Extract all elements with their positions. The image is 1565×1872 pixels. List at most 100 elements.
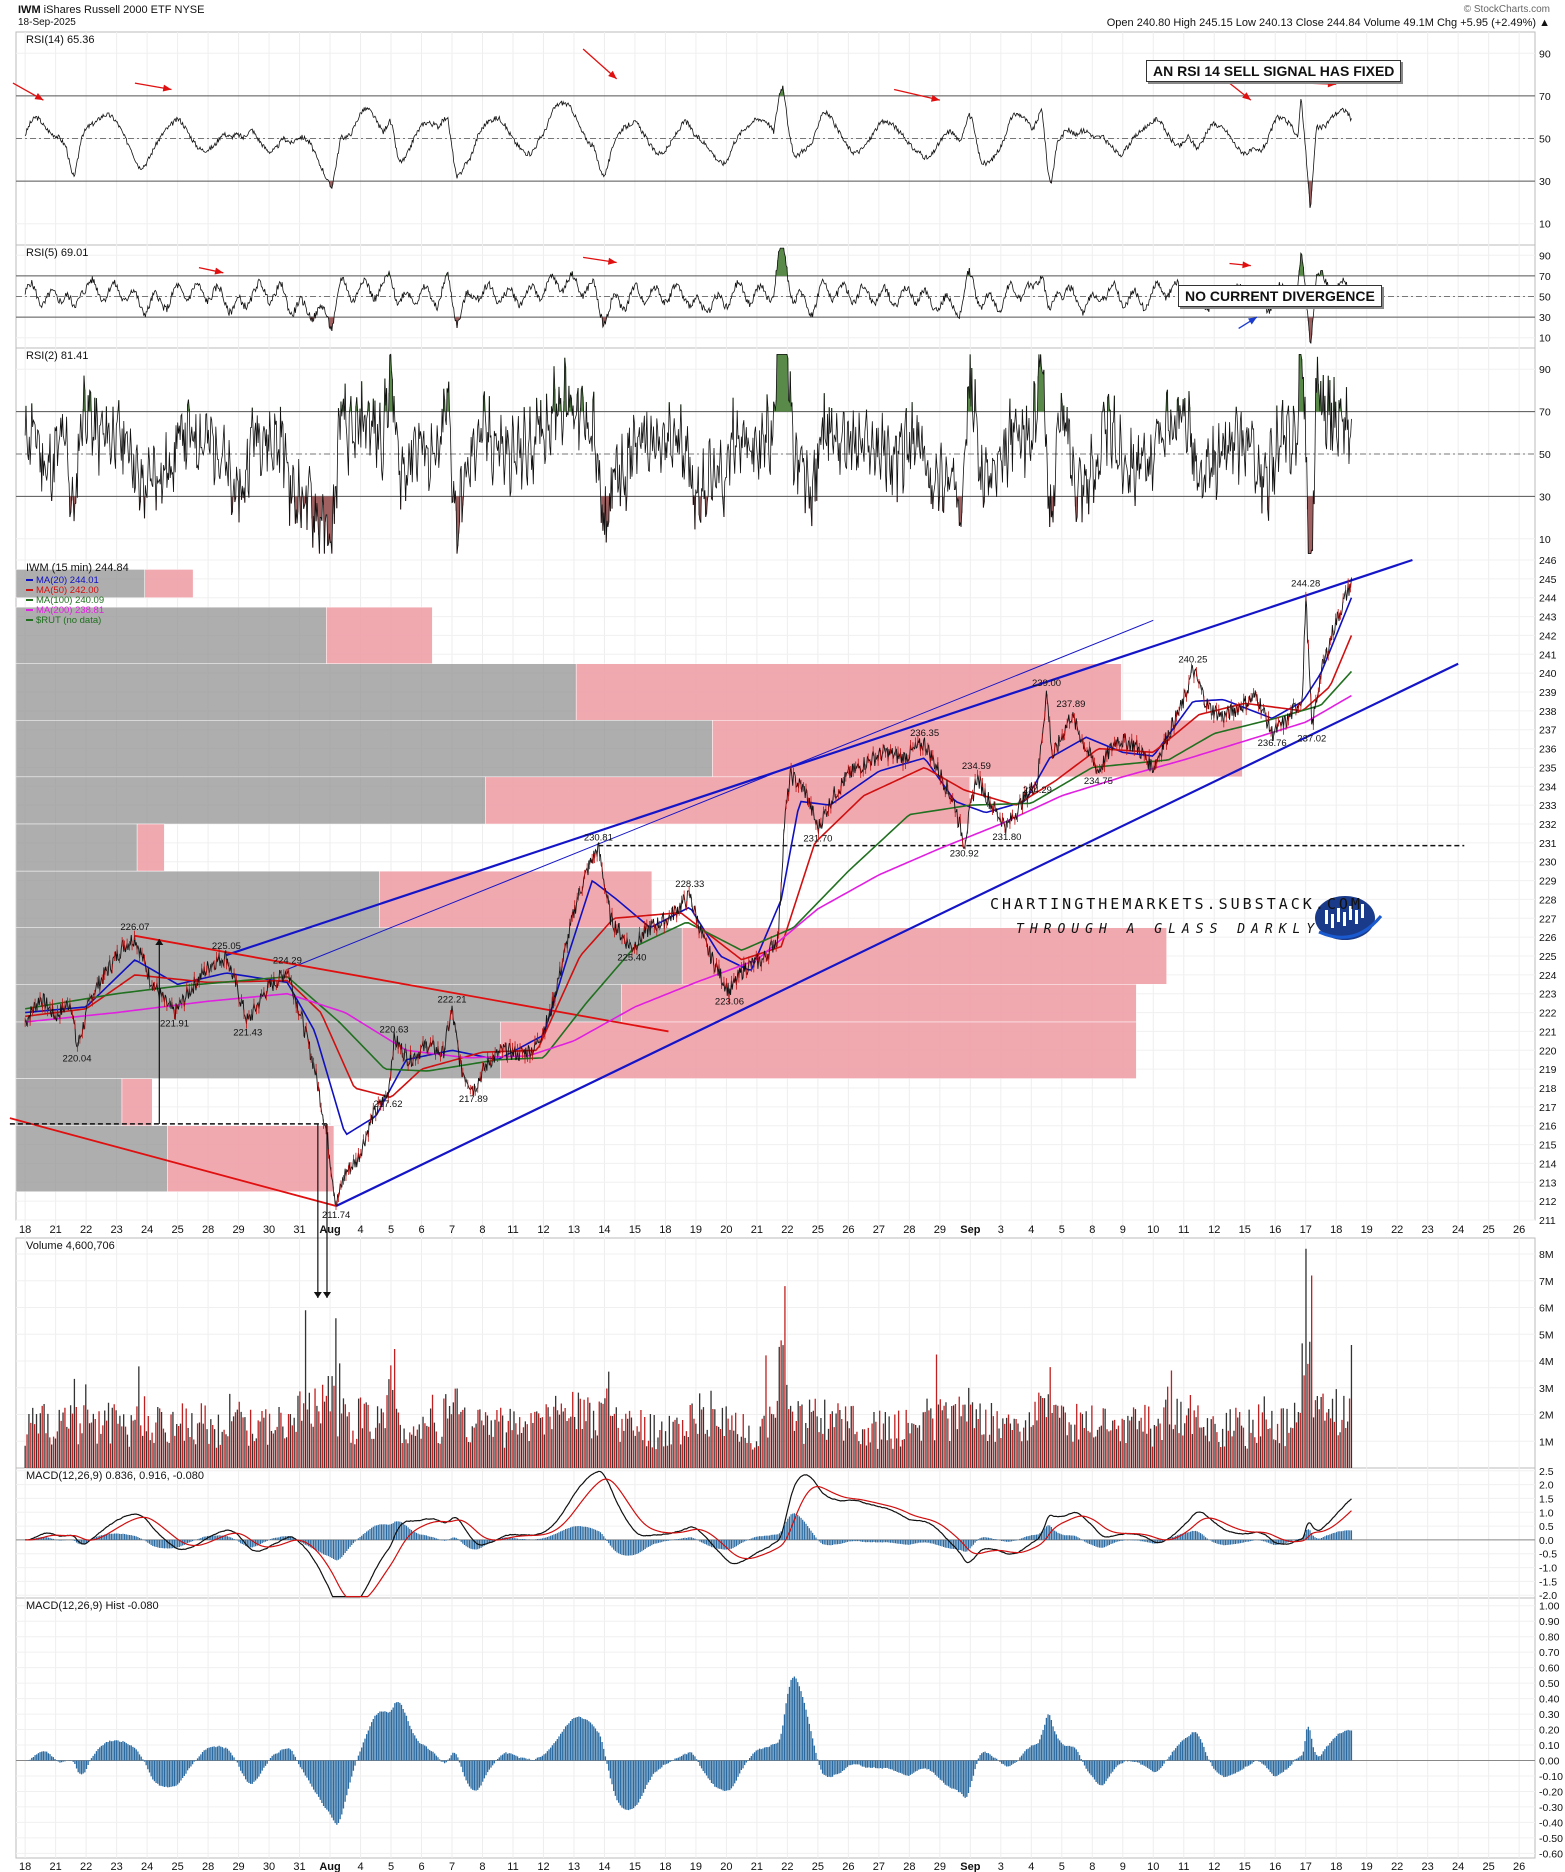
pivot-label: 222.21 [437, 995, 466, 1006]
volume-bars-red [26, 1275, 1351, 1468]
chart-logo-icon-bar [1325, 910, 1328, 924]
x-tick-label: 22 [1391, 1224, 1403, 1236]
y-tick-label: 90 [1539, 364, 1551, 376]
y-tick-label: 228 [1539, 894, 1557, 906]
y-tick-label: -0.60 [1539, 1848, 1563, 1860]
x-tick-label: 22 [781, 1861, 793, 1872]
y-tick-label: -0.30 [1539, 1802, 1563, 1814]
x-tick-label: 4 [1028, 1224, 1034, 1236]
x-tick-label: 26 [1513, 1861, 1525, 1872]
watermark-tagline: THROUGH A GLASS DARKLY [1016, 922, 1321, 937]
pivot-label: 221.91 [160, 1018, 189, 1029]
x-tick-label: 12 [1208, 1861, 1220, 1872]
macd-line [25, 1470, 1352, 1598]
panel-frame-macd_hist [15, 1597, 1536, 1859]
y-tick-label: 243 [1539, 612, 1557, 624]
x-tick-label: 22 [781, 1224, 793, 1236]
x-tick-label: 19 [1361, 1224, 1373, 1236]
x-tick-label: 31 [293, 1861, 305, 1872]
x-tick-label: Aug [319, 1861, 340, 1872]
x-tick-label: 3 [998, 1224, 1004, 1236]
x-tick-label: 6 [418, 1861, 424, 1872]
pivot-label: 236.76 [1258, 738, 1287, 749]
legend-entry: MA(20) 244.01 [36, 575, 99, 586]
rsi5-note: NO CURRENT DIVERGENCE [1178, 285, 1382, 307]
y-tick-label: 220 [1539, 1045, 1557, 1057]
y-tick-label: 225 [1539, 951, 1557, 963]
x-tick-label: 11 [1178, 1224, 1189, 1236]
x-tick-label: 28 [202, 1861, 214, 1872]
legend-entry: MA(50) 242.00 [36, 585, 99, 596]
y-tick-label: 216 [1539, 1121, 1557, 1133]
rsi-oversold-fill [309, 317, 1314, 344]
volume-profile-grey [15, 663, 577, 721]
x-tick-label: 29 [934, 1861, 946, 1872]
y-tick-label: 213 [1539, 1177, 1557, 1189]
target-arrow-down-1-head [313, 1292, 322, 1298]
x-tick-label: 8 [1089, 1224, 1095, 1236]
pivot-label: 221.43 [233, 1027, 262, 1038]
x-tick-label: 25 [1483, 1224, 1495, 1236]
y-tick-label: 221 [1539, 1026, 1557, 1038]
x-tick-label: 25 [1483, 1861, 1495, 1872]
y-tick-label: 1M [1539, 1436, 1554, 1448]
rsi-line-rsi5 [24, 247, 1352, 345]
chart-logo-swoosh [1318, 915, 1383, 939]
pivot-label: 217.89 [459, 1094, 488, 1105]
x-tick-label: 22 [80, 1224, 92, 1236]
watermark-url: CHARTINGTHEMARKETS.SUBSTACK.COM [990, 895, 1363, 913]
ticker-symbol: IWM [18, 4, 41, 16]
pivot-label: 234.29 [1023, 785, 1052, 796]
x-tick-label: 21 [50, 1224, 62, 1236]
x-tick-label: 25 [812, 1861, 824, 1872]
x-tick-label: 26 [842, 1224, 854, 1236]
y-tick-label: 234 [1539, 781, 1557, 793]
x-tick-label: 23 [110, 1224, 122, 1236]
x-tick-label: 30 [263, 1861, 275, 1872]
y-tick-label: 30 [1539, 176, 1551, 188]
ma-line-0 [25, 597, 1353, 1136]
y-tick-label: -0.10 [1539, 1771, 1563, 1783]
x-tick-label: 19 [1361, 1861, 1373, 1872]
rsi-oversold-fill [328, 181, 1313, 208]
pivot-label: 236.35 [910, 728, 939, 739]
x-tick-label: Sep [960, 1861, 980, 1872]
pivot-label: 237.89 [1056, 699, 1085, 710]
x-tick-label: 20 [720, 1861, 732, 1872]
volume-profile-pink [575, 663, 1122, 721]
volume-profile-pink [136, 823, 165, 872]
volume-profile-pink [485, 776, 971, 825]
y-tick-label: 230 [1539, 857, 1557, 869]
chart-logo-icon-bar [1361, 904, 1364, 918]
y-tick-label: 4M [1539, 1356, 1554, 1368]
x-tick-label: 19 [690, 1861, 702, 1872]
x-tick-label: 9 [1120, 1224, 1126, 1236]
y-tick-label: 219 [1539, 1064, 1557, 1076]
y-tick-label: 10 [1539, 534, 1551, 546]
x-tick-label: 13 [568, 1224, 580, 1236]
x-tick-label: 8 [1089, 1861, 1095, 1872]
panel-label-rsi5: RSI(5) 69.01 [26, 247, 88, 259]
y-tick-label: 238 [1539, 706, 1557, 718]
x-tick-label: 25 [171, 1224, 183, 1236]
x-tick-label: 26 [842, 1861, 854, 1872]
x-tick-label: 31 [293, 1224, 305, 1236]
x-tick-label: Sep [960, 1224, 980, 1236]
y-tick-label: 226 [1539, 932, 1557, 944]
pivot-label: 225.40 [617, 952, 646, 963]
y-tick-label: 6M [1539, 1303, 1554, 1315]
x-tick-label: 15 [1239, 1861, 1251, 1872]
y-tick-label: 2.5 [1539, 1466, 1554, 1478]
volume-profile-pink [144, 569, 194, 598]
x-tick-label: 27 [873, 1861, 885, 1872]
pivot-label: 211.74 [322, 1210, 350, 1221]
y-tick-label: 10 [1539, 333, 1551, 345]
divergence-arrow-head [608, 70, 617, 79]
y-tick-label: 10 [1539, 219, 1551, 231]
pivot-label: 223.06 [715, 997, 744, 1008]
x-tick-label: 17 [1300, 1861, 1312, 1872]
y-tick-label: 229 [1539, 876, 1557, 888]
volume-profile-pink [379, 870, 653, 928]
divergence-arrow-head [1248, 317, 1257, 325]
y-tick-label: 223 [1539, 989, 1557, 1001]
